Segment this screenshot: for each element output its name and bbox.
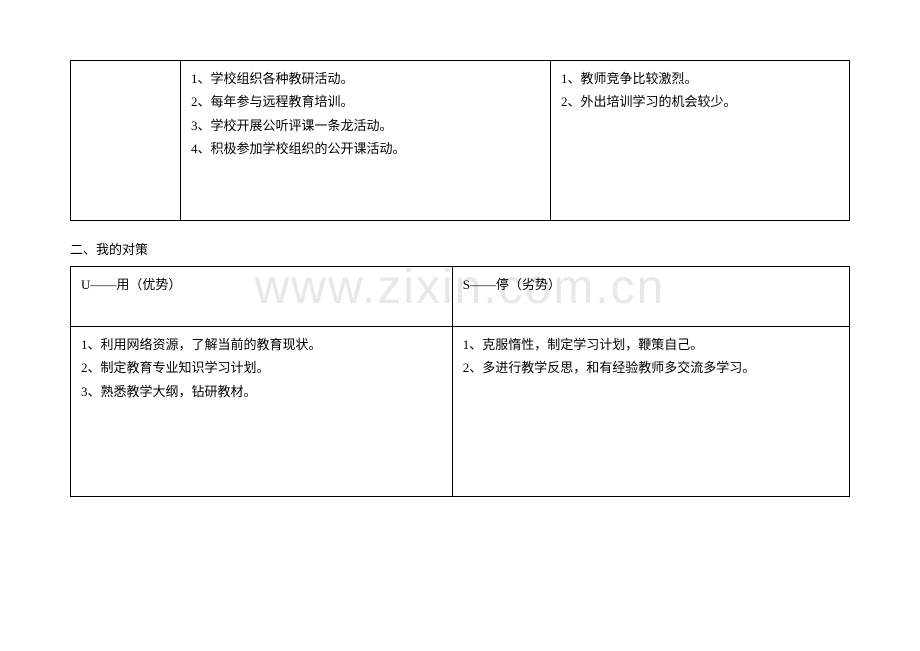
- table2-header-a: U——用（优势）: [71, 267, 453, 327]
- table1-col1-cell: [71, 61, 181, 221]
- t1c3-item: 2、外出培训学习的机会较少。: [561, 90, 839, 113]
- t1c2-item: 4、积极参加学校组织的公开课活动。: [191, 137, 540, 160]
- table1-col3-cell: 1、教师竞争比较激烈。 2、外出培训学习的机会较少。: [551, 61, 850, 221]
- table1-col2-cell: 1、学校组织各种教研活动。 2、每年参与远程教育培训。 3、学校开展公听评课一条…: [181, 61, 551, 221]
- t2a-item: 1、利用网络资源，了解当前的教育现状。: [81, 333, 442, 356]
- table2-header-b: S——停（劣势）: [452, 267, 849, 327]
- t1c2-item: 1、学校组织各种教研活动。: [191, 67, 540, 90]
- t1c2-item: 3、学校开展公听评课一条龙活动。: [191, 114, 540, 137]
- opportunities-threats-table: 1、学校组织各种教研活动。 2、每年参与远程教育培训。 3、学校开展公听评课一条…: [70, 60, 850, 221]
- t2b-item: 1、克服惰性，制定学习计划，鞭策自己。: [463, 333, 839, 356]
- t1c3-item: 1、教师竞争比较激烈。: [561, 67, 839, 90]
- t1c2-item: 2、每年参与远程教育培训。: [191, 90, 540, 113]
- table2-body-b: 1、克服惰性，制定学习计划，鞭策自己。 2、多进行教学反思，和有经验教师多交流多…: [452, 327, 849, 497]
- table2-body-a: 1、利用网络资源，了解当前的教育现状。 2、制定教育专业知识学习计划。 3、熟悉…: [71, 327, 453, 497]
- document-page: 1、学校组织各种教研活动。 2、每年参与远程教育培训。 3、学校开展公听评课一条…: [0, 0, 920, 527]
- t2a-item: 3、熟悉教学大纲，钻研教材。: [81, 380, 442, 403]
- strategies-table: U——用（优势） S——停（劣势） 1、利用网络资源，了解当前的教育现状。 2、…: [70, 266, 850, 497]
- t2b-item: 2、多进行教学反思，和有经验教师多交流多学习。: [463, 356, 839, 379]
- t2a-item: 2、制定教育专业知识学习计划。: [81, 356, 442, 379]
- section2-title: 二、我的对策: [70, 239, 850, 258]
